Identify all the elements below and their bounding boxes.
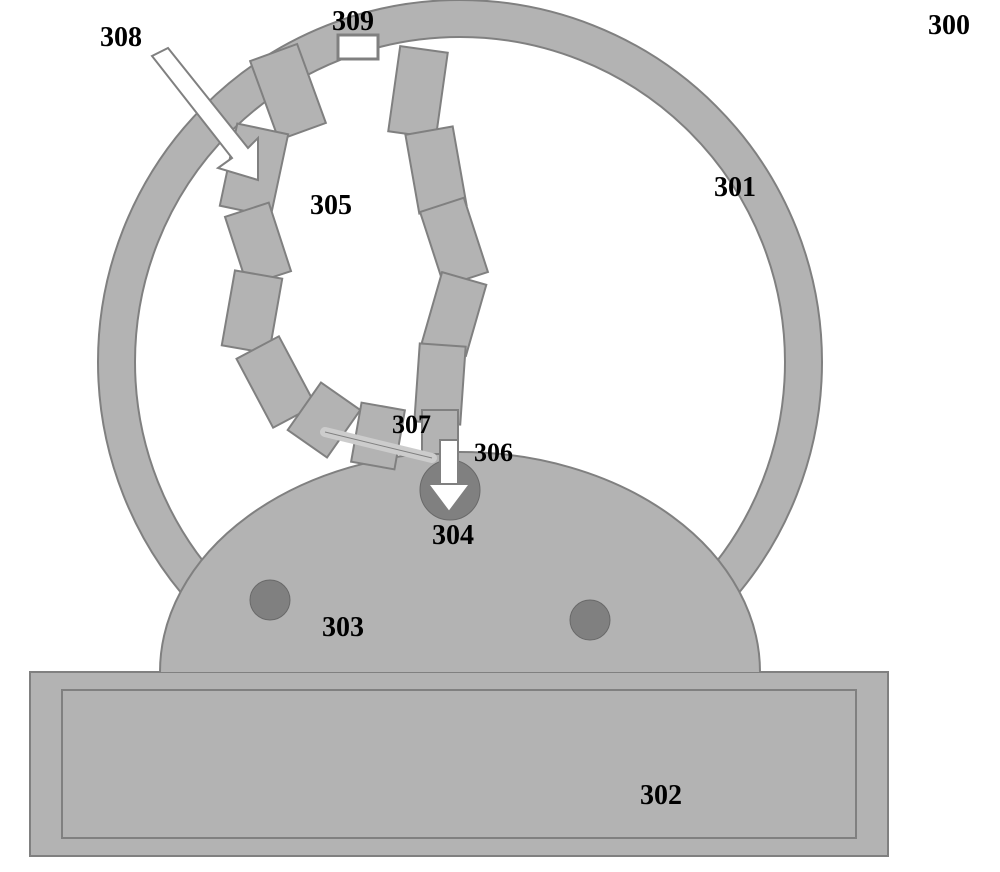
base-inner-rect: [62, 690, 856, 838]
label-308: 308: [100, 22, 142, 54]
label-306: 306: [474, 438, 513, 468]
label-301: 301: [714, 172, 756, 204]
label-305: 305: [310, 190, 352, 222]
box-309: [338, 35, 378, 59]
arrow-306-shaft: [440, 440, 458, 486]
head-dot-0: [250, 580, 290, 620]
label-302: 302: [640, 780, 682, 812]
label-304: 304: [432, 520, 474, 552]
label-307: 307: [392, 410, 431, 440]
label-309: 309: [332, 6, 374, 38]
label-300: 300: [928, 10, 970, 42]
head-dot-2: [570, 600, 610, 640]
diagram-stage: 300 308 309 301 305 307 306 304 303 302: [0, 0, 1000, 872]
label-303: 303: [322, 612, 364, 644]
diagram-svg: [0, 0, 1000, 872]
